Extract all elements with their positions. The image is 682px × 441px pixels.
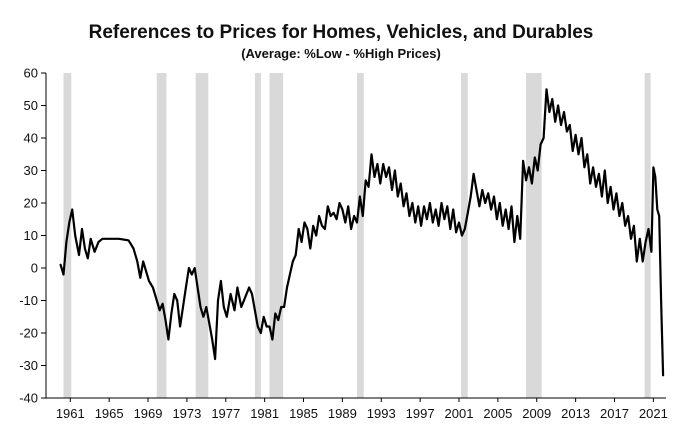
recession-band (195, 73, 209, 398)
x-tick-label: 1989 (328, 406, 357, 421)
x-tick-label: 1969 (134, 406, 163, 421)
y-tick-label: 60 (24, 66, 38, 81)
y-tick-label: 50 (24, 98, 38, 113)
y-tick-label: -40 (19, 391, 38, 406)
x-tick-label: 1981 (250, 406, 279, 421)
y-tick-label: 30 (24, 163, 38, 178)
x-tick-label: 1985 (289, 406, 318, 421)
chart-title: References to Prices for Homes, Vehicles… (88, 22, 594, 43)
x-tick-label: 1973 (172, 406, 201, 421)
x-tick-label: 1993 (367, 406, 396, 421)
x-tick-label: 2013 (561, 406, 590, 421)
x-tick-label: 1961 (56, 406, 85, 421)
recession-band (156, 73, 167, 398)
recession-band (269, 73, 284, 398)
y-tick-label: 0 (31, 261, 38, 276)
x-tick-label: 2001 (445, 406, 474, 421)
x-tick-label: 2021 (639, 406, 668, 421)
y-tick-label: -10 (19, 293, 38, 308)
recession-band (526, 73, 542, 398)
y-tick-label: 40 (24, 131, 38, 146)
x-tick-label: 2017 (600, 406, 629, 421)
y-tick-label: -20 (19, 326, 38, 341)
series-line (59, 88, 665, 377)
y-tick-label: -30 (19, 358, 38, 373)
chart-subtitle: (Average: %Low - %High Prices) (241, 46, 441, 61)
recession-band (460, 73, 468, 398)
recession-band (356, 73, 364, 398)
x-tick-label: 1977 (211, 406, 240, 421)
y-tick-label: 20 (24, 196, 38, 211)
x-tick-label: 2009 (522, 406, 551, 421)
x-tick-label: 2005 (483, 406, 512, 421)
x-tick-label: 1965 (95, 406, 124, 421)
y-tick-label: 10 (24, 228, 38, 243)
x-tick-label: 1997 (406, 406, 435, 421)
recession-band (254, 73, 261, 398)
